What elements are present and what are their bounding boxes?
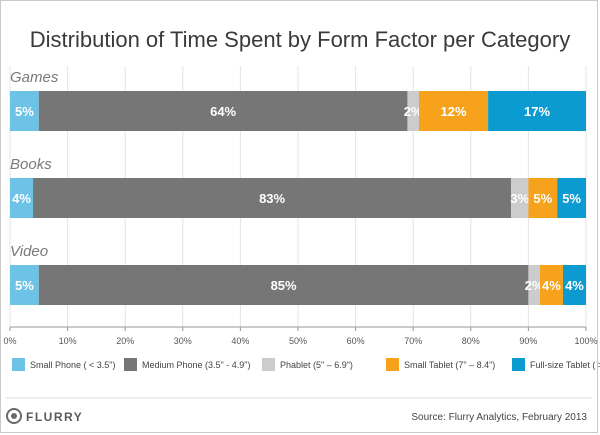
legend-label: Full-size Tablet ( > 8.5") bbox=[530, 360, 600, 370]
legend-label: Small Tablet (7" – 8.4") bbox=[404, 360, 495, 370]
x-tick-label: 50% bbox=[289, 336, 307, 346]
x-tick-label: 0% bbox=[3, 336, 16, 346]
bar-segment bbox=[33, 178, 512, 218]
data-label: 64% bbox=[210, 104, 236, 119]
source-note: Source: Flurry Analytics, February 2013 bbox=[411, 412, 587, 423]
data-label: 85% bbox=[271, 278, 297, 293]
bars: Games 5% 64% 2% 12% 17% Books 4% 83% 3% 5% 5% Video 5… bbox=[10, 69, 586, 305]
x-tick-label: 100% bbox=[574, 336, 597, 346]
chart-title: Distribution of Time Spent by Form Facto… bbox=[30, 27, 570, 52]
legend-swatch bbox=[386, 358, 399, 371]
bar-segment bbox=[10, 178, 34, 218]
bar-segment bbox=[539, 265, 563, 305]
bar-segment bbox=[38, 91, 408, 131]
x-tick-label: 20% bbox=[116, 336, 134, 346]
x-tick-label: 30% bbox=[174, 336, 192, 346]
bar-segment bbox=[557, 178, 586, 218]
data-label: 3% bbox=[510, 191, 529, 206]
data-label: 4% bbox=[12, 191, 31, 206]
legend-swatch bbox=[262, 358, 275, 371]
flurry-logo-text: FLURRY bbox=[26, 410, 83, 424]
bar-segment bbox=[562, 265, 586, 305]
legend: Small Phone ( < 3.5") Medium Phone (3.5" … bbox=[12, 358, 600, 371]
data-label: 5% bbox=[533, 191, 552, 206]
legend-swatch bbox=[124, 358, 137, 371]
bar-segment bbox=[528, 178, 558, 218]
x-tick-label: 10% bbox=[59, 336, 77, 346]
data-label: 4% bbox=[565, 278, 584, 293]
legend-swatch bbox=[12, 358, 25, 371]
x-tick-label: 40% bbox=[231, 336, 249, 346]
legend-label: Small Phone ( < 3.5") bbox=[30, 360, 116, 370]
flurry-logo-icon bbox=[6, 408, 22, 424]
category-label: Video bbox=[10, 243, 48, 260]
bar-segment bbox=[488, 91, 586, 131]
data-label: 83% bbox=[259, 191, 285, 206]
x-tick-label: 70% bbox=[404, 336, 422, 346]
bar-segment bbox=[10, 265, 39, 305]
category-label: Games bbox=[10, 69, 59, 86]
data-label: 2% bbox=[525, 278, 544, 293]
data-label: 4% bbox=[542, 278, 561, 293]
data-label: 12% bbox=[441, 104, 467, 119]
x-tick-label: 90% bbox=[519, 336, 537, 346]
data-label: 5% bbox=[562, 191, 581, 206]
x-tick-label: 80% bbox=[462, 336, 480, 346]
legend-label: Phablet (5" – 6.9") bbox=[280, 360, 353, 370]
bar-segment bbox=[418, 91, 489, 131]
data-label: 17% bbox=[524, 104, 550, 119]
data-label: 2% bbox=[404, 104, 423, 119]
data-label: 5% bbox=[15, 278, 34, 293]
legend-label: Medium Phone (3.5" - 4.9") bbox=[142, 360, 250, 370]
bar-segment bbox=[10, 91, 39, 131]
legend-swatch bbox=[512, 358, 525, 371]
x-axis: 0% 10% 20% 30% 40% 50% 60% 70% 80% 90% 100% bbox=[3, 326, 598, 346]
bar-segment bbox=[511, 178, 529, 218]
bar-segment bbox=[38, 265, 529, 305]
bar-segment bbox=[528, 265, 540, 305]
category-label: Books bbox=[10, 156, 52, 173]
bar-segment bbox=[407, 91, 419, 131]
data-label: 5% bbox=[15, 104, 34, 119]
x-tick-label: 60% bbox=[347, 336, 365, 346]
